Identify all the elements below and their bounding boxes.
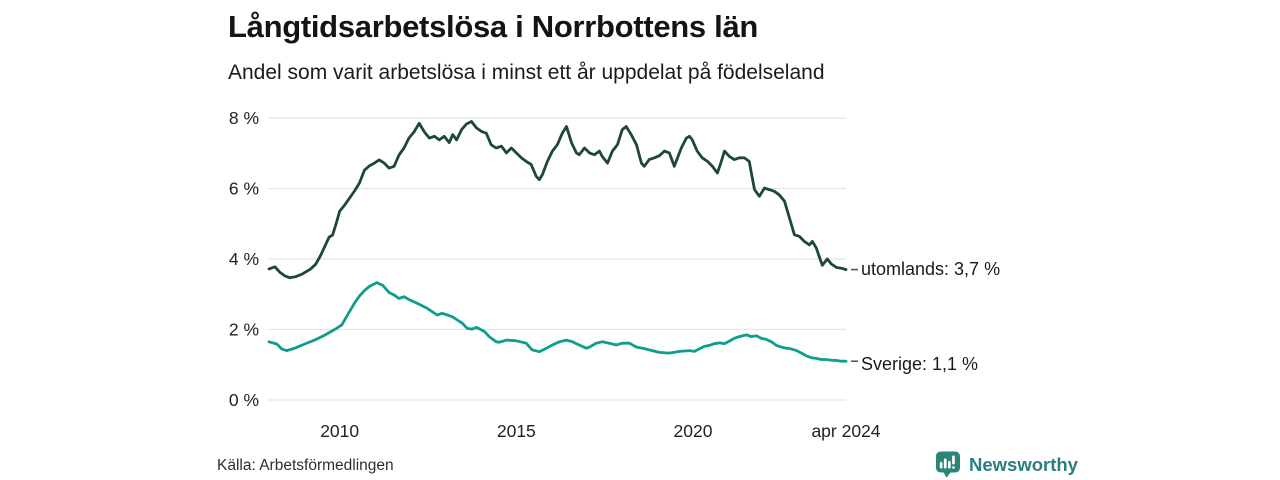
series-line-utomlands: [267, 120, 848, 280]
x-tick-label: apr 2024: [811, 421, 880, 441]
newsworthy-logo-icon: [935, 451, 961, 478]
y-tick-label: 8 %: [229, 108, 259, 128]
series-label-utomlands: utomlands: 3,7 %: [861, 259, 1001, 279]
y-tick-label: 0 %: [229, 390, 259, 410]
series-line-sverige: [267, 281, 848, 363]
source-note: Källa: Arbetsförmedlingen: [217, 457, 394, 474]
y-tick-label: 4 %: [229, 249, 259, 269]
y-tick-label: 2 %: [229, 320, 259, 340]
chart-subtitle: Andel som varit arbetslösa i minst ett å…: [228, 61, 825, 84]
x-tick-label: 2015: [497, 421, 536, 441]
brand-name: Newsworthy: [969, 453, 1078, 475]
chart-title: Långtidsarbetslösa i Norrbottens län: [228, 9, 759, 44]
y-tick-label: 6 %: [229, 179, 259, 199]
x-tick-label: 2010: [320, 421, 359, 441]
brand-lockup: Newsworthy: [935, 451, 1078, 478]
series-label-sverige: Sverige: 1,1 %: [861, 354, 979, 374]
x-tick-label: 2020: [674, 421, 713, 441]
